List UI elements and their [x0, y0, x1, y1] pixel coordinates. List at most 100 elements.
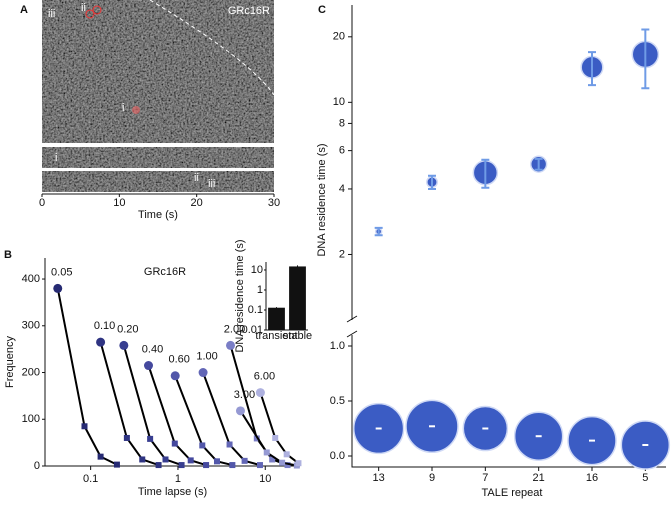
point [295, 460, 302, 467]
x-tick-label: 16 [586, 472, 598, 484]
annotation: ii [81, 2, 86, 14]
y-axis-label: Frequency [4, 336, 16, 388]
point [269, 456, 276, 463]
y-tick-label: 0 [34, 460, 40, 472]
x-tick-label: 0 [39, 197, 45, 209]
x-tick-label: 10 [259, 473, 271, 485]
panel-label: B [4, 249, 12, 261]
kymograph [42, 171, 274, 192]
point [256, 462, 263, 469]
x-axis-label: TALE repeat [482, 487, 543, 499]
x-tick-label: 21 [533, 472, 545, 484]
y-tick-label: 6 [339, 145, 345, 157]
series-label: 0.05 [51, 266, 72, 278]
x-tick-label: transient [255, 330, 297, 342]
bar [289, 266, 306, 330]
panel-label: C [318, 4, 326, 16]
micrograph [42, 0, 274, 143]
series-label: 6.00 [254, 371, 275, 383]
point [171, 440, 178, 447]
panel-label: A [20, 4, 28, 16]
error-bar [641, 28, 650, 90]
y2-tick-label: 0.5 [330, 395, 345, 407]
y2-tick-label: 1.0 [330, 340, 345, 352]
annotation: i [122, 102, 124, 114]
series-label: 0.60 [168, 354, 189, 366]
point [255, 388, 265, 398]
x-tick-label: stable [283, 330, 312, 342]
point [178, 462, 185, 469]
point [226, 340, 236, 350]
y-tick-label: 20 [333, 31, 345, 43]
image-title: GRc16R [228, 5, 270, 17]
x-tick-label: 30 [268, 197, 280, 209]
point [229, 462, 236, 469]
point [139, 456, 146, 463]
point [81, 423, 88, 430]
point [226, 441, 233, 448]
annotation: iii [208, 178, 215, 190]
y-tick-label: 0.1 [248, 304, 263, 316]
annotation: i [55, 152, 57, 164]
bar [268, 307, 285, 330]
point [263, 449, 270, 456]
y-tick-label: 10 [333, 96, 345, 108]
x-tick-label: 1 [175, 473, 181, 485]
roi [85, 9, 95, 19]
series-label: 0.10 [94, 320, 115, 332]
point [199, 442, 206, 449]
point [198, 368, 208, 378]
y-tick-label: 8 [339, 117, 345, 129]
point [235, 406, 245, 416]
x-tick-label: 7 [482, 472, 488, 484]
decay-curve [99, 341, 159, 467]
axes [351, 5, 666, 468]
roi [132, 106, 140, 114]
y-tick-label: 0.01 [242, 324, 263, 336]
decay-curve [147, 365, 207, 467]
series-label: 3.00 [234, 389, 255, 401]
x-tick-label: 9 [429, 472, 435, 484]
error-bar [428, 174, 436, 190]
series-label: 0.20 [117, 323, 138, 335]
y-tick-label: 300 [22, 320, 40, 332]
point [147, 435, 154, 442]
decay-curve [202, 372, 261, 467]
x-tick-label: 10 [113, 197, 125, 209]
series-label: 0.40 [142, 343, 163, 355]
point [162, 456, 169, 463]
point [170, 371, 180, 381]
decay-curve [56, 288, 118, 466]
y-axis-label: DNA residence time (s) [316, 143, 328, 256]
error-bar [588, 51, 596, 87]
point [123, 434, 130, 441]
annotation: ii [194, 172, 199, 184]
decay-curve [174, 375, 233, 467]
point [187, 457, 194, 464]
point [96, 337, 106, 347]
x-tick-label: 13 [373, 472, 385, 484]
y2-tick-label: 0.0 [330, 450, 345, 462]
point [155, 462, 162, 469]
decay-curve [122, 345, 182, 467]
x-axis-label: Time lapse (s) [138, 486, 207, 498]
point [144, 361, 154, 371]
point [119, 340, 129, 350]
y-tick-label: 1 [257, 284, 263, 296]
point [283, 451, 290, 458]
point [53, 283, 63, 293]
y-tick-label: 4 [339, 183, 345, 195]
axis-break [346, 315, 358, 338]
x-tick-label: 0.1 [83, 473, 98, 485]
kymograph [42, 147, 274, 168]
y-tick-label: 200 [22, 366, 40, 378]
point [213, 458, 220, 465]
error-bar [534, 157, 543, 171]
x-tick-label: 5 [642, 472, 648, 484]
y-tick-label: 2 [339, 248, 345, 260]
title: GRc16R [144, 266, 186, 278]
point [203, 462, 210, 469]
decay-curve [229, 345, 288, 467]
x-tick-label: 20 [191, 197, 203, 209]
annotation: iii [48, 8, 55, 20]
